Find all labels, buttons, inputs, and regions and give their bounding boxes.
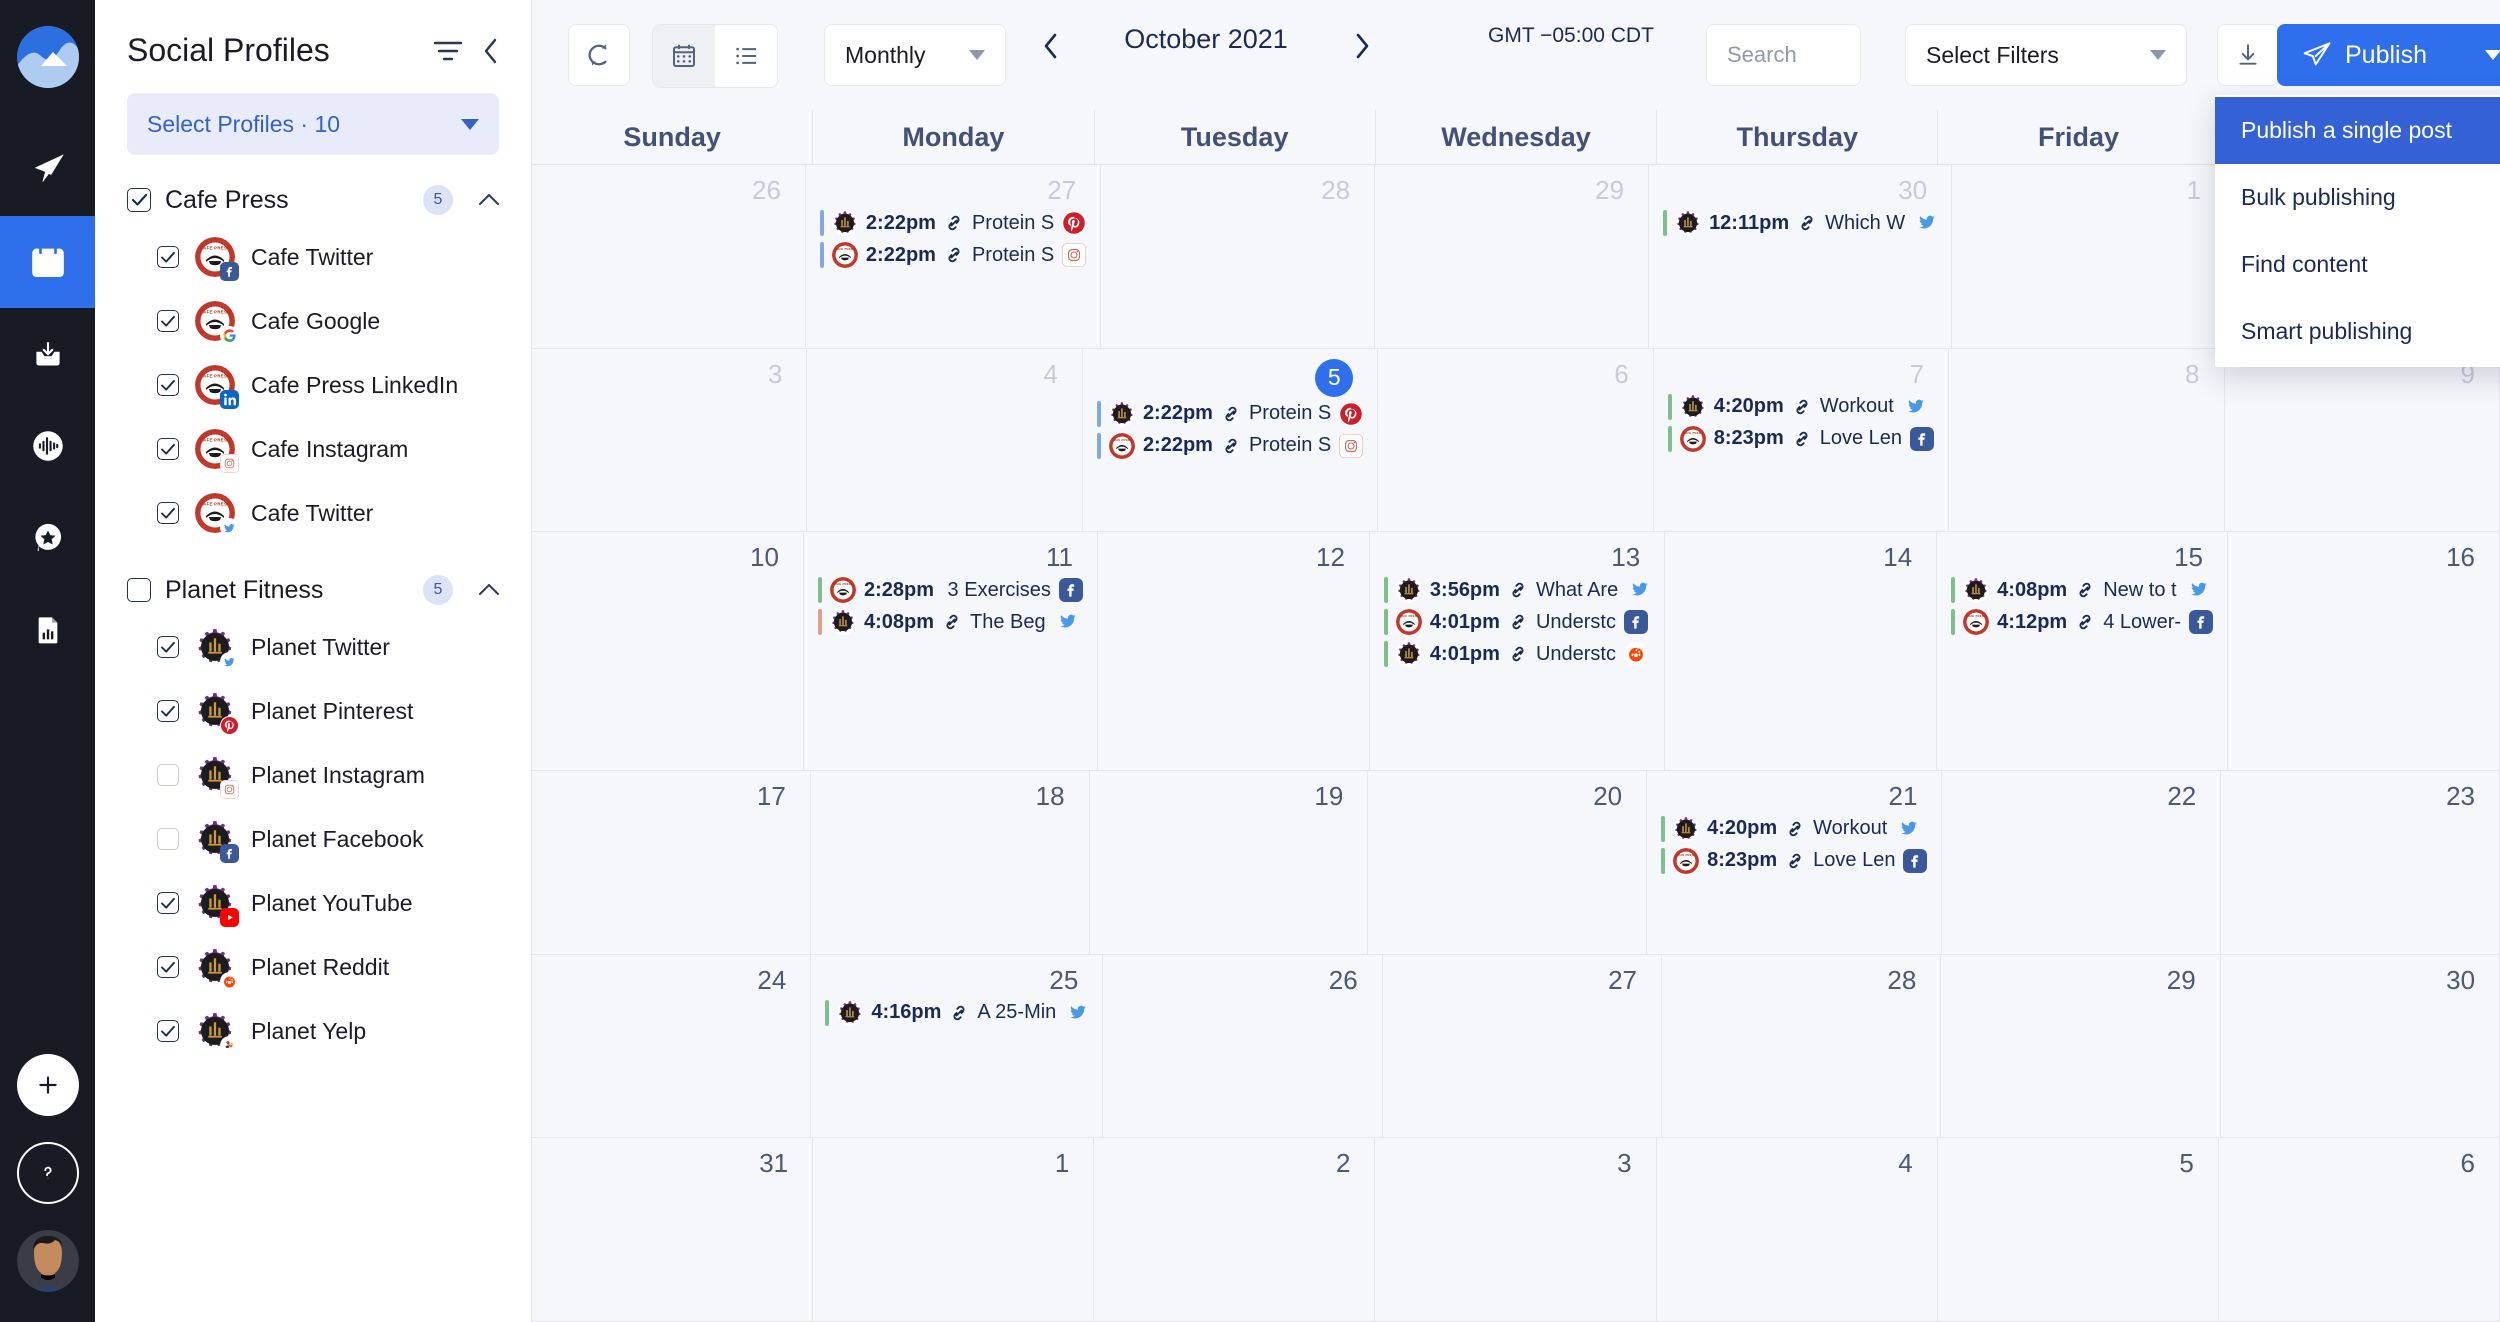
svg-text:31: 31 [41, 258, 55, 272]
